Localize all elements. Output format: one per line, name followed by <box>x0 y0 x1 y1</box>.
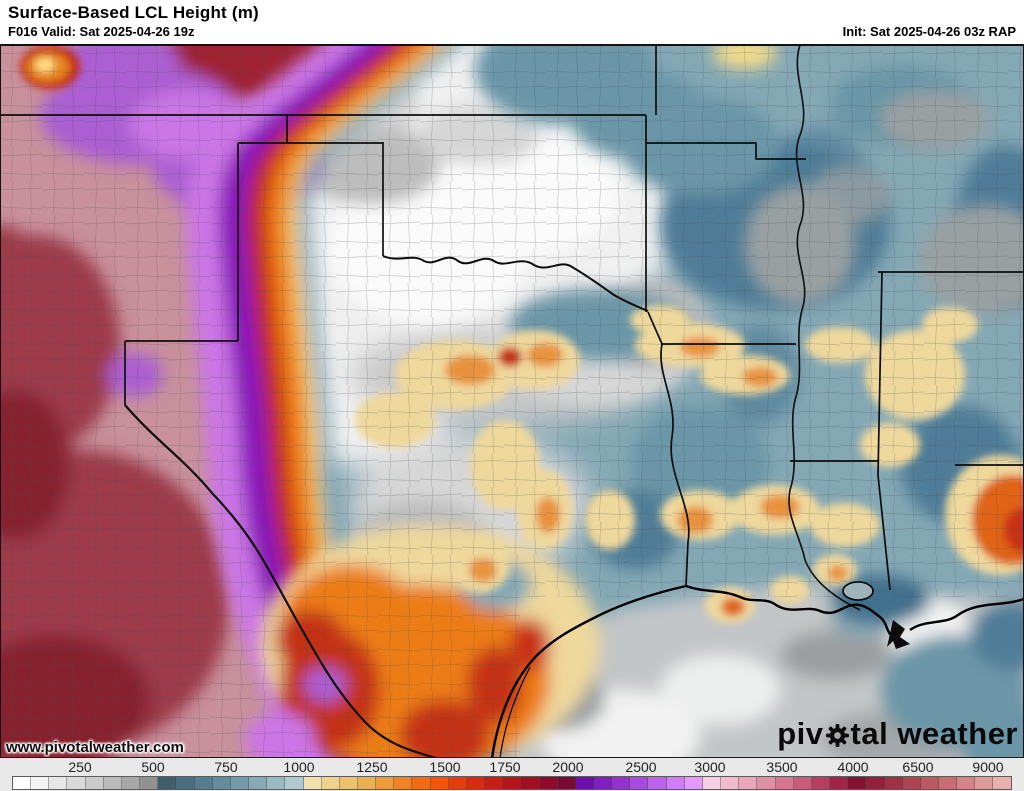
colorbar-cell <box>666 777 685 789</box>
coastline <box>490 581 1024 758</box>
logo-text-right: tal weather <box>850 716 1018 751</box>
colorbar-cell <box>394 777 413 789</box>
colorbar-cell <box>975 777 994 789</box>
colorbar-cell <box>757 777 776 789</box>
colorbar-cell <box>630 777 649 789</box>
rivers <box>124 45 861 758</box>
colorbar-cell <box>721 777 740 789</box>
colorbar-label: 3500 <box>766 759 798 775</box>
field-gulf <box>507 575 1024 758</box>
valid-time-label: F016 Valid: Sat 2025-04-26 19z <box>8 24 195 39</box>
colorbar-cell <box>485 777 504 789</box>
colorbar-cell <box>412 777 431 789</box>
colorbar-cell <box>212 777 231 789</box>
colorbar-cell <box>811 777 831 789</box>
colorbar-cells <box>12 776 1012 790</box>
colorbar-cell <box>448 777 467 789</box>
colorbar-cell <box>158 777 177 789</box>
colorbar-cell <box>31 777 50 789</box>
colorbar-cell <box>539 777 558 789</box>
colorbar-cell <box>575 777 594 789</box>
logo-text-left: piv <box>777 716 824 751</box>
colorbar-label: 500 <box>141 759 165 775</box>
watermark: www.pivotalweather.com <box>6 739 184 756</box>
colorbar-cell <box>866 777 885 789</box>
colorbar-label: 1500 <box>429 759 461 775</box>
colorbar-cell <box>557 777 576 789</box>
colorbar-cell <box>830 777 849 789</box>
colorbar-label: 2500 <box>625 759 657 775</box>
weather-map: www.pivotalweather.com piv <box>0 44 1024 758</box>
colorbar-cell <box>267 777 286 789</box>
colorbar-cell <box>466 777 486 789</box>
colorbar-cell <box>739 777 758 789</box>
colorbar-cell <box>85 777 104 789</box>
colorbar-cell <box>67 777 86 789</box>
colorbar-cell <box>321 777 340 789</box>
colorbar-cell <box>194 777 213 789</box>
pivotal-weather-logo: piv <box>777 718 1018 749</box>
colorbar-cell <box>176 777 195 789</box>
colorbar-cell <box>376 777 395 789</box>
colorbar-cell <box>884 777 903 789</box>
colorbar-label: 750 <box>214 759 238 775</box>
colorbar-cell <box>775 777 794 789</box>
colorbar-cell <box>938 777 958 789</box>
colorbar-cell <box>103 777 122 789</box>
page-title: Surface-Based LCL Height (m) <box>8 3 259 22</box>
colorbar-cell <box>793 777 812 789</box>
colorbar-cell <box>249 777 268 789</box>
colorbar-label: 6500 <box>902 759 934 775</box>
colorbar-cell <box>430 777 449 789</box>
colorbar-label: 1250 <box>356 759 388 775</box>
mississippi-delta <box>887 620 910 649</box>
colorbar-cell <box>684 777 703 789</box>
colorbar-cell <box>49 777 68 789</box>
colorbar-cell <box>594 777 613 789</box>
colorbar-cell <box>13 777 32 789</box>
colorbar-label: 1750 <box>489 759 521 775</box>
colorbar-cell <box>285 777 304 789</box>
colorbar-cell <box>957 777 976 789</box>
init-time-label: Init: Sat 2025-04-26 03z RAP <box>842 24 1016 39</box>
colorbar-label: 9000 <box>972 759 1004 775</box>
colorbar-cell <box>357 777 377 789</box>
colorbar-cell <box>140 777 159 789</box>
colorbar-cell <box>920 777 939 789</box>
colorbar-cell <box>902 777 921 789</box>
colorbar-label: 2000 <box>552 759 584 775</box>
colorbar-cell <box>702 777 722 789</box>
county-lines <box>0 45 1024 758</box>
colorbar-cell <box>503 777 522 789</box>
lcl-contour-field <box>0 45 1024 758</box>
gear-icon <box>825 724 849 747</box>
colorbar-cell <box>848 777 867 789</box>
colorbar-cell <box>993 777 1011 789</box>
colorbar-label: 1000 <box>283 759 315 775</box>
header: Surface-Based LCL Height (m) F016 Valid:… <box>0 0 1024 44</box>
colorbar-cell <box>339 777 358 789</box>
colorbar-label: 4000 <box>837 759 869 775</box>
colorbar-cell <box>521 777 540 789</box>
colorbar-cell <box>303 777 322 789</box>
state-borders <box>0 45 1024 591</box>
colorbar-label: 3000 <box>694 759 726 775</box>
colorbar-label: 250 <box>68 759 92 775</box>
colorbar-cell <box>612 777 631 789</box>
colorbar-labels: 250 500 750 1000 1250 1500 1750 2000 2500 3000 350… <box>12 759 1012 775</box>
colorbar-cell <box>121 777 141 789</box>
color-scale: 250 500 750 1000 1250 1500 1750 2000 2500 3000 350… <box>0 757 1024 791</box>
colorbar-cell <box>648 777 667 789</box>
colorbar-cell <box>230 777 250 789</box>
